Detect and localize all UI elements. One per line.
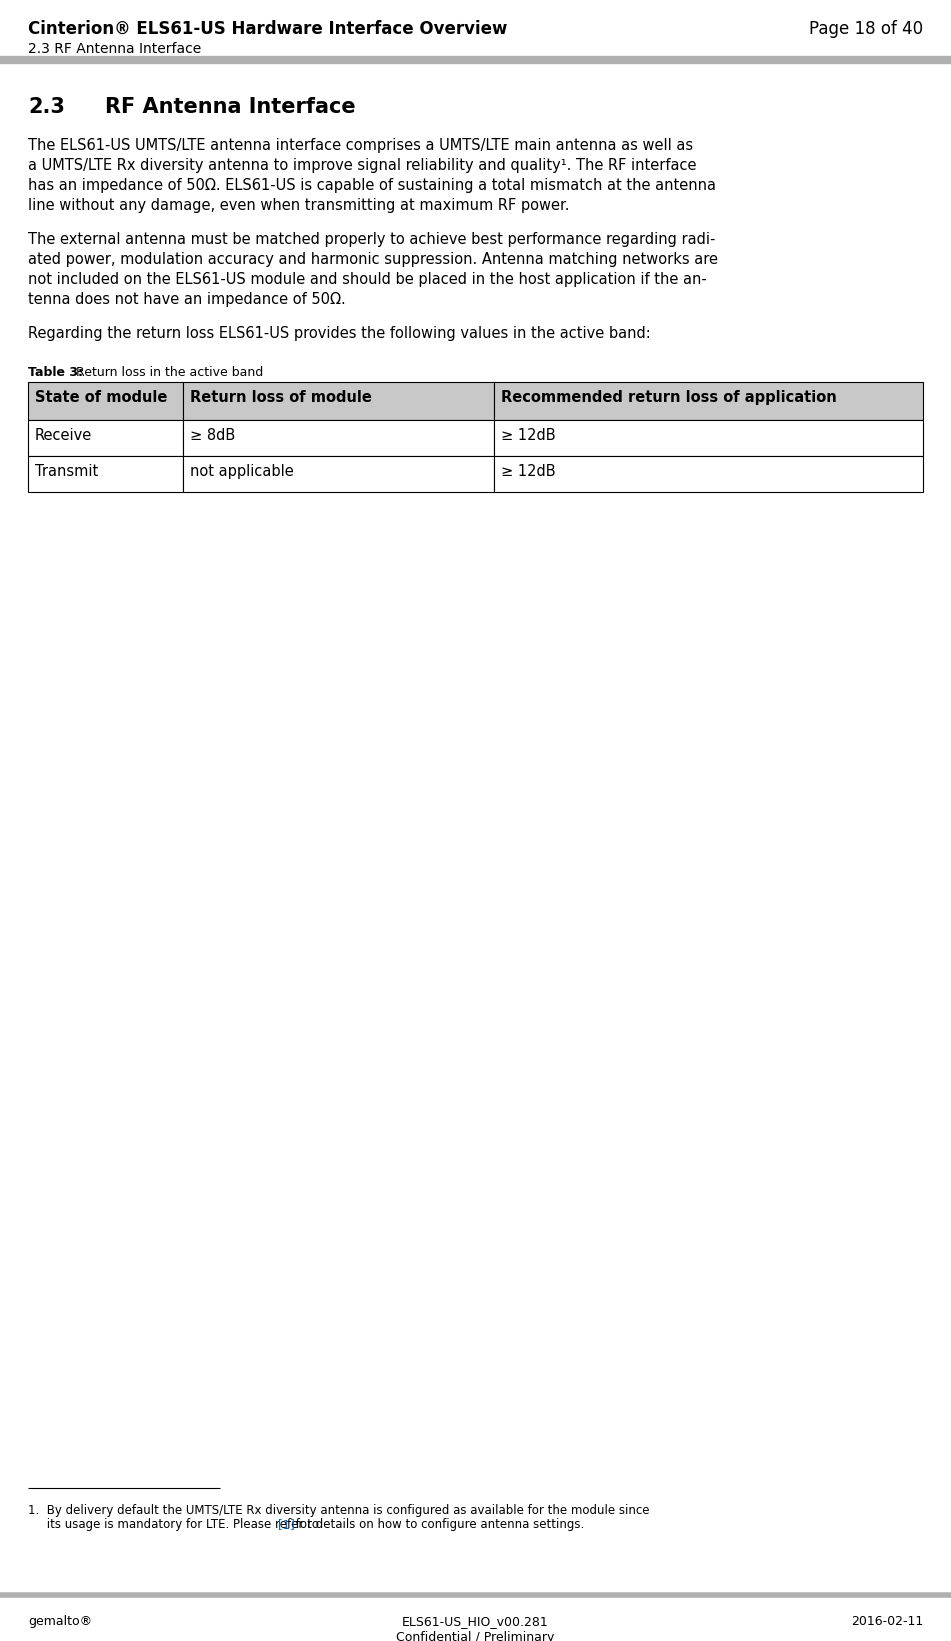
Text: ≥ 12dB: ≥ 12dB xyxy=(501,464,555,479)
Text: Transmit: Transmit xyxy=(35,464,98,479)
Text: its usage is mandatory for LTE. Please refer to: its usage is mandatory for LTE. Please r… xyxy=(28,1518,322,1531)
Bar xyxy=(183,382,494,420)
Bar xyxy=(183,420,494,456)
Text: ≥ 8dB: ≥ 8dB xyxy=(190,428,235,443)
Text: 2016-02-11: 2016-02-11 xyxy=(851,1615,923,1628)
Bar xyxy=(28,456,183,492)
Text: Confidential / Preliminary: Confidential / Preliminary xyxy=(397,1631,554,1641)
Text: a UMTS/LTE Rx diversity antenna to improve signal reliability and quality¹. The : a UMTS/LTE Rx diversity antenna to impro… xyxy=(28,158,696,172)
Text: not included on the ELS61-US module and should be placed in the host application: not included on the ELS61-US module and … xyxy=(28,272,707,287)
Text: Return loss of module: Return loss of module xyxy=(190,391,372,405)
Bar xyxy=(494,420,923,456)
Text: line without any damage, even when transmitting at maximum RF power.: line without any damage, even when trans… xyxy=(28,199,570,213)
Text: for details on how to configure antenna settings.: for details on how to configure antenna … xyxy=(292,1518,585,1531)
Text: ated power, modulation accuracy and harmonic suppression. Antenna matching netwo: ated power, modulation accuracy and harm… xyxy=(28,253,718,267)
Text: ≥ 12dB: ≥ 12dB xyxy=(501,428,555,443)
Bar xyxy=(28,382,183,420)
Text: Cinterion® ELS61-US Hardware Interface Overview: Cinterion® ELS61-US Hardware Interface O… xyxy=(28,20,508,38)
Text: Table 3:: Table 3: xyxy=(28,366,83,379)
Text: [1]: [1] xyxy=(278,1518,295,1531)
Text: The ELS61-US UMTS/LTE antenna interface comprises a UMTS/LTE main antenna as wel: The ELS61-US UMTS/LTE antenna interface … xyxy=(28,138,693,153)
Text: Recommended return loss of application: Recommended return loss of application xyxy=(501,391,837,405)
Text: Regarding the return loss ELS61-US provides the following values in the active b: Regarding the return loss ELS61-US provi… xyxy=(28,327,650,341)
Bar xyxy=(28,420,183,456)
Text: 1.  By delivery default the UMTS/LTE Rx diversity antenna is configured as avail: 1. By delivery default the UMTS/LTE Rx d… xyxy=(28,1505,650,1516)
Bar xyxy=(183,456,494,492)
Text: Receive: Receive xyxy=(35,428,92,443)
Text: 2.3 RF Antenna Interface: 2.3 RF Antenna Interface xyxy=(28,43,202,56)
Text: gemalto®: gemalto® xyxy=(28,1615,92,1628)
Text: State of module: State of module xyxy=(35,391,167,405)
Text: Return loss in the active band: Return loss in the active band xyxy=(68,366,263,379)
Bar xyxy=(494,382,923,420)
Text: not applicable: not applicable xyxy=(190,464,294,479)
Text: ELS61-US_HIO_v00.281: ELS61-US_HIO_v00.281 xyxy=(402,1615,549,1628)
Text: has an impedance of 50Ω. ELS61-US is capable of sustaining a total mismatch at t: has an impedance of 50Ω. ELS61-US is cap… xyxy=(28,177,716,194)
Bar xyxy=(494,456,923,492)
Text: The external antenna must be matched properly to achieve best performance regard: The external antenna must be matched pro… xyxy=(28,231,715,248)
Text: tenna does not have an impedance of 50Ω.: tenna does not have an impedance of 50Ω. xyxy=(28,292,346,307)
Text: 2.3: 2.3 xyxy=(28,97,65,117)
Text: RF Antenna Interface: RF Antenna Interface xyxy=(105,97,356,117)
Text: Page 18 of 40: Page 18 of 40 xyxy=(809,20,923,38)
